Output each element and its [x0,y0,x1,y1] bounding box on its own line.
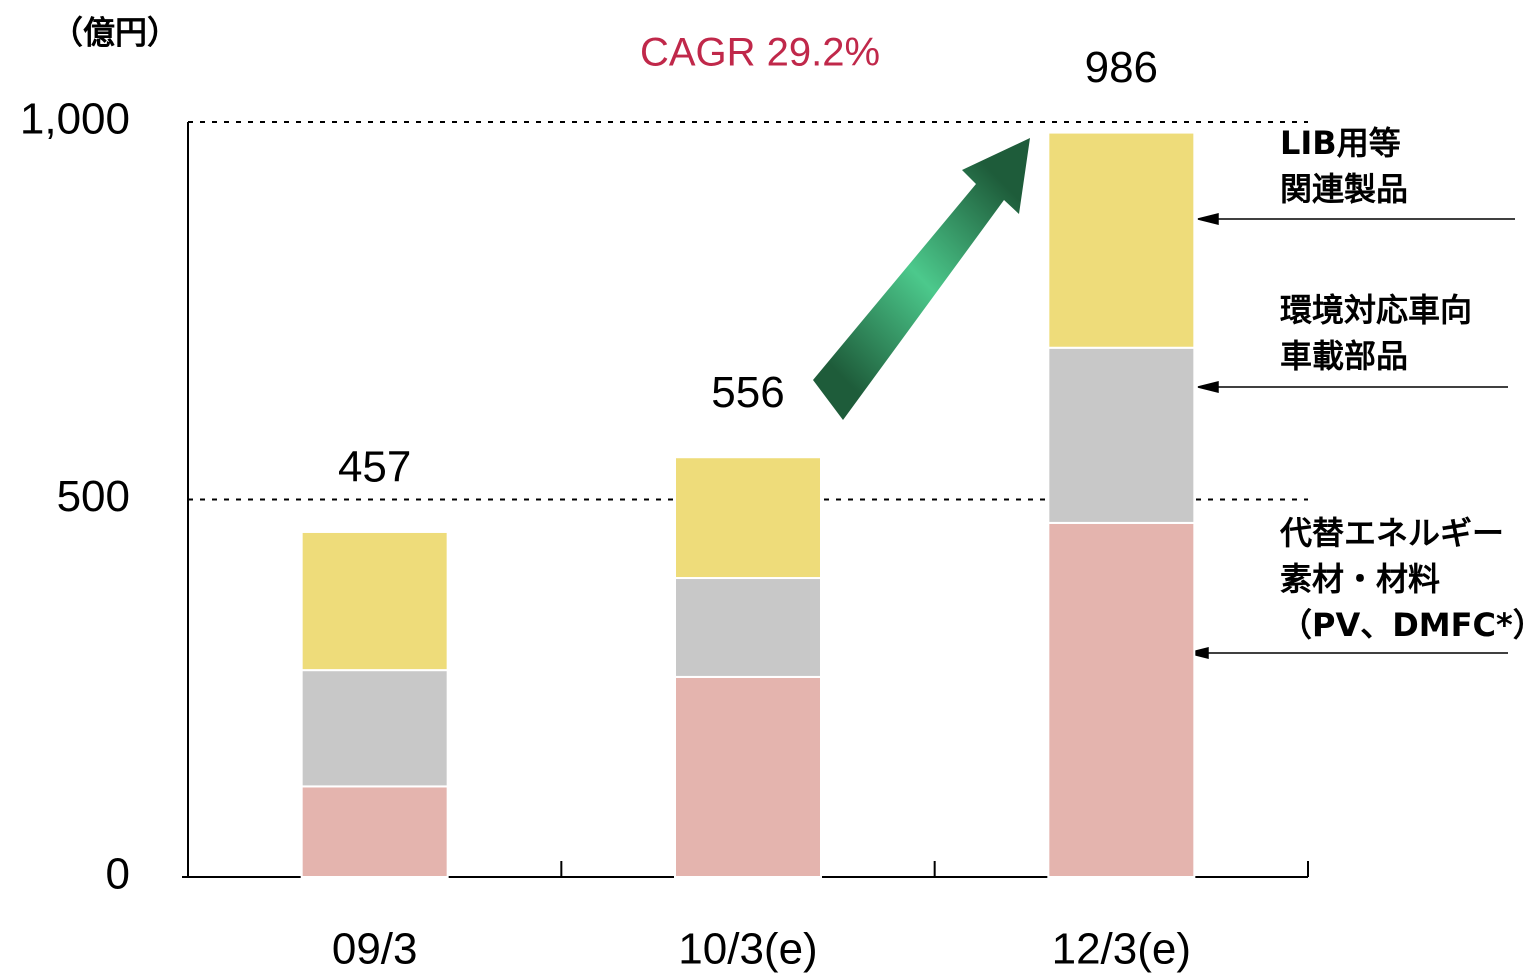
bar-segment [674,456,822,580]
bar-segment [1047,346,1196,524]
y-tick-label: 1,000 [20,95,130,144]
growth-arrow [813,138,1030,420]
unit-label: （億円） [51,14,179,50]
total-label: 457 [338,443,411,492]
annotation: CAGR 29.2% [640,31,880,75]
bar-segment [300,669,449,788]
bar-segment [300,530,449,672]
legend-pointers [1187,213,1515,659]
pointer-head [1197,213,1219,225]
pointer-head [1187,647,1209,659]
bar-segment [1047,521,1196,879]
legend-label: LIB用等 関連製品 [1280,124,1409,208]
total-label: 556 [711,368,784,417]
bar-segment [674,577,822,678]
total-label: 986 [1085,43,1158,92]
x-tick-label: 10/3(e) [678,925,817,974]
bar-segment [1047,131,1196,349]
x-tick-label: 12/3(e) [1052,925,1191,974]
x-tick-label: 09/3 [332,925,418,974]
y-tick-label: 0 [106,850,130,899]
y-tick-label: 500 [57,472,130,521]
pointer-head [1197,381,1219,393]
legend-label: 環境対応車向 車載部品 [1280,291,1473,375]
bar-segment [674,675,822,878]
legend-label: 代替エネルギー 素材・材料 （PV、DMFC*） [1280,514,1538,644]
bar-segment [300,785,449,879]
